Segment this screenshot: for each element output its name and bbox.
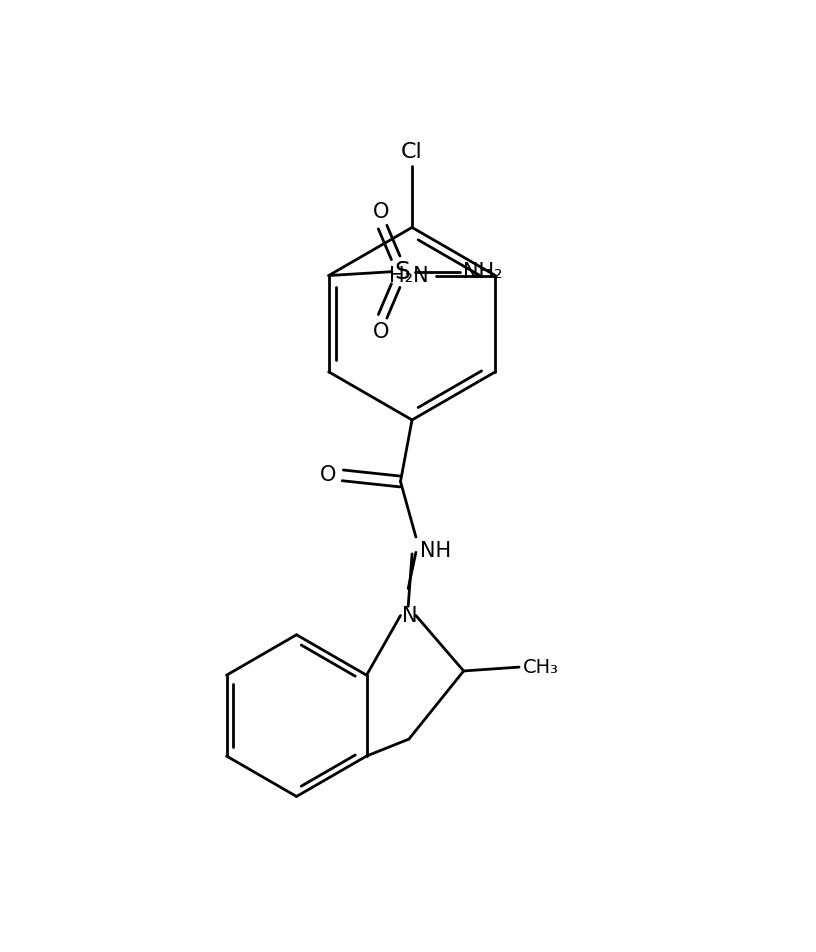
Text: S: S — [394, 260, 410, 284]
Text: Cl: Cl — [401, 142, 423, 162]
Text: O: O — [320, 466, 336, 486]
Text: NH: NH — [419, 541, 451, 561]
Text: NH₂: NH₂ — [463, 262, 503, 282]
Text: H₂N: H₂N — [388, 266, 428, 286]
Text: CH₃: CH₃ — [523, 658, 559, 677]
Text: O: O — [373, 322, 389, 342]
Text: N: N — [402, 605, 418, 625]
Text: O: O — [373, 202, 389, 222]
